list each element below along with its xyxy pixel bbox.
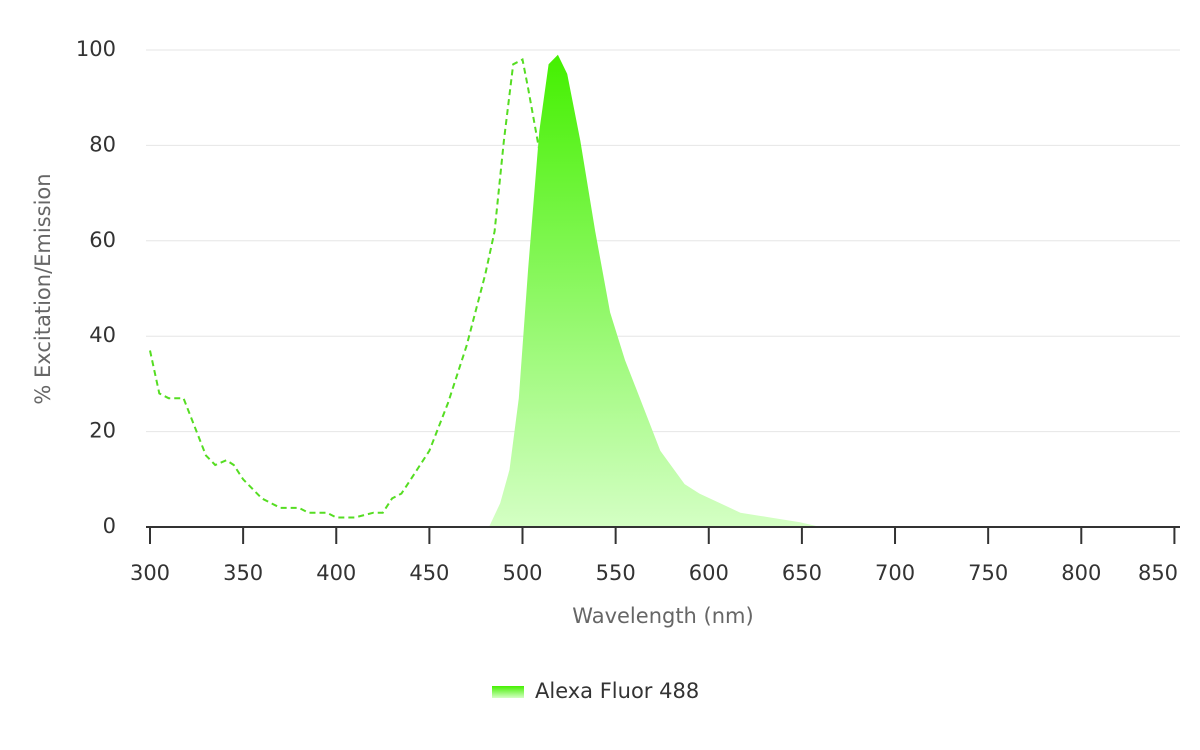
y-tick-label: 0	[103, 514, 116, 538]
x-tick-label: 500	[502, 561, 542, 585]
x-tick-label: 450	[409, 561, 449, 585]
x-tick-label: 350	[223, 561, 263, 585]
x-axis-title: Wavelength (nm)	[572, 604, 753, 628]
legend-label: Alexa Fluor 488	[535, 679, 699, 703]
y-axis-title: % Excitation/Emission	[31, 173, 55, 404]
x-tick-label: 800	[1061, 561, 1101, 585]
emission-area	[489, 54, 1180, 528]
x-tick-label: 650	[782, 561, 822, 585]
y-tick-label: 60	[89, 228, 116, 252]
y-tick-label: 20	[89, 419, 116, 443]
excitation-line	[149, 57, 1180, 528]
x-tick-label: 700	[875, 561, 915, 585]
x-tick-label: 550	[596, 561, 636, 585]
x-tick-label: 850	[1138, 561, 1178, 585]
legend-swatch	[492, 686, 524, 698]
y-tick-label: 40	[89, 323, 116, 347]
x-tick-label: 750	[968, 561, 1008, 585]
y-tick-label: 80	[89, 132, 116, 156]
x-tick-label: 400	[316, 561, 356, 585]
x-tick-label: 300	[130, 561, 170, 585]
x-tick-label: 600	[689, 561, 729, 585]
y-tick-label: 100	[76, 37, 116, 61]
